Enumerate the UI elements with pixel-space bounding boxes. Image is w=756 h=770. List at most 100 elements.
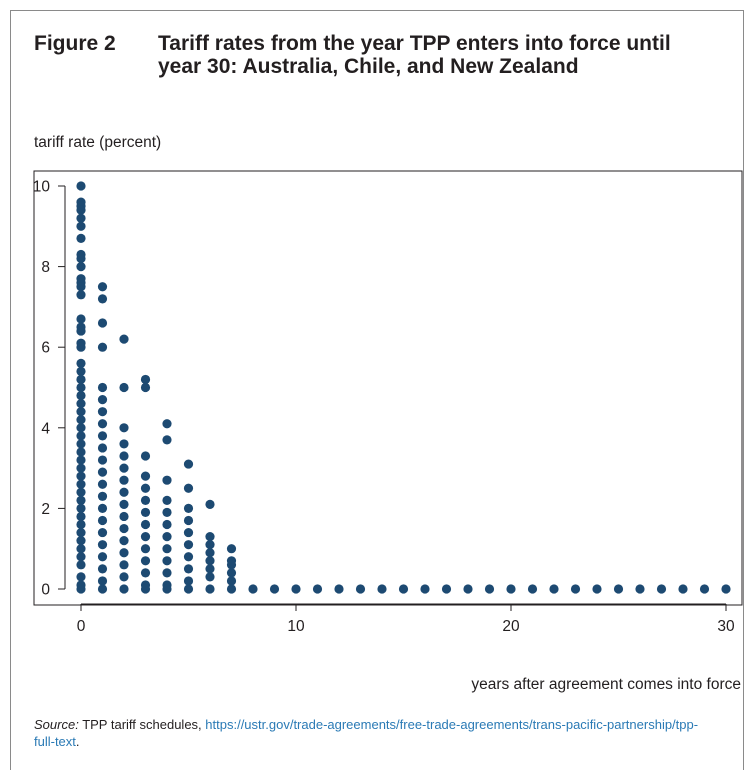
- data-point: [699, 584, 710, 594]
- data-point: [291, 584, 301, 594]
- data-point: [570, 584, 581, 594]
- data-point: [140, 568, 151, 578]
- data-point: [76, 560, 86, 570]
- source-link[interactable]: https://ustr.gov/trade-agreements/free-t…: [34, 717, 699, 749]
- data-point: [205, 540, 215, 550]
- data-point: [635, 584, 645, 594]
- data-point: [205, 548, 215, 558]
- data-point: [76, 584, 86, 594]
- data-point: [183, 552, 194, 562]
- x-tick-label: 0: [77, 618, 86, 635]
- data-point: [162, 475, 172, 485]
- data-point: [76, 314, 86, 324]
- data-point: [97, 282, 108, 292]
- data-point: [76, 495, 86, 505]
- data-point: [721, 584, 731, 594]
- data-point: [162, 419, 172, 429]
- data-point: [76, 366, 86, 376]
- data-point: [119, 463, 129, 473]
- data-point: [162, 584, 172, 594]
- figure-frame: [10, 10, 744, 770]
- y-tick-label: 6: [41, 340, 50, 357]
- data-point: [76, 221, 86, 231]
- data-point: [76, 511, 86, 522]
- data-point: [119, 511, 129, 522]
- data-point: [162, 495, 172, 505]
- x-tick-label: 20: [502, 618, 520, 635]
- data-point: [183, 515, 194, 526]
- data-point: [312, 584, 323, 594]
- data-point: [183, 459, 194, 469]
- x-axis-label: years after agreement comes into force: [471, 676, 741, 693]
- data-point: [119, 523, 129, 534]
- data-point: [76, 536, 86, 546]
- data-point: [97, 419, 108, 429]
- data-point: [140, 556, 151, 566]
- data-point: [119, 536, 129, 546]
- data-point: [119, 572, 129, 582]
- plot-area: [33, 170, 743, 606]
- data-point: [97, 491, 108, 501]
- data-point: [226, 560, 237, 570]
- data-point: [119, 487, 129, 497]
- data-point: [97, 576, 108, 586]
- data-point: [656, 584, 667, 594]
- data-point: [183, 584, 194, 594]
- data-point: [678, 584, 688, 594]
- data-point: [97, 540, 108, 550]
- data-point: [76, 326, 86, 336]
- data-point: [76, 374, 86, 385]
- data-point: [119, 560, 129, 570]
- data-point: [140, 584, 151, 594]
- y-tick-label: 8: [41, 259, 50, 276]
- figure-number: Figure 2: [34, 32, 116, 55]
- data-point: [76, 213, 86, 223]
- data-point: [76, 552, 86, 562]
- data-point: [162, 532, 172, 542]
- data-point: [119, 423, 129, 433]
- data-point: [205, 556, 215, 566]
- data-point: [140, 451, 151, 461]
- data-point: [76, 527, 86, 538]
- data-point: [183, 576, 194, 586]
- y-tick-label: 10: [33, 179, 51, 196]
- x-tick-label: 30: [717, 618, 735, 635]
- data-point: [269, 584, 280, 594]
- source-text: TPP tariff schedules,: [78, 717, 206, 732]
- data-point: [140, 471, 151, 481]
- data-point: [76, 455, 86, 465]
- data-point: [205, 499, 215, 509]
- data-point: [76, 431, 86, 441]
- y-tick-label: 2: [41, 501, 50, 518]
- data-point: [119, 475, 129, 485]
- data-point: [398, 584, 409, 594]
- data-point: [76, 342, 86, 352]
- data-point: [140, 507, 151, 518]
- data-point: [76, 544, 86, 554]
- data-point: [334, 584, 344, 594]
- data-point: [592, 584, 602, 594]
- data-point: [119, 584, 129, 594]
- data-point: [119, 548, 129, 558]
- data-point: [119, 334, 129, 344]
- data-point: [484, 584, 495, 594]
- data-point: [463, 584, 473, 594]
- data-point: [549, 584, 559, 594]
- data-point: [76, 262, 86, 272]
- data-point: [527, 584, 538, 594]
- data-point: [119, 382, 129, 393]
- data-point: [205, 584, 215, 594]
- data-point: [76, 290, 86, 300]
- data-point: [140, 483, 151, 493]
- data-point: [183, 564, 194, 574]
- data-point: [226, 544, 237, 554]
- data-point: [205, 564, 215, 574]
- data-point: [226, 568, 237, 578]
- data-point: [97, 431, 108, 441]
- data-point: [76, 399, 86, 409]
- data-point: [226, 576, 237, 586]
- data-point: [76, 519, 86, 530]
- data-point: [97, 443, 108, 453]
- data-point: [97, 515, 108, 526]
- axes: 0 2 4 6 8 10 0 10 20 30: [33, 179, 735, 636]
